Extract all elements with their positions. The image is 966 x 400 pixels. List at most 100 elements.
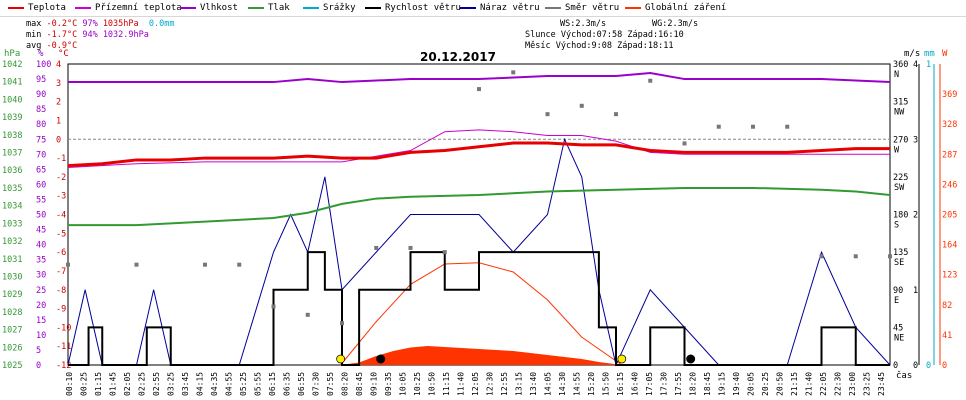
- tick-label-temperature: -6: [56, 248, 66, 258]
- tick-label-temperature: -2: [56, 173, 66, 183]
- x-tick-label: 15:20: [587, 372, 596, 396]
- wind-direction-point: [545, 112, 550, 117]
- series-temperature: [67, 141, 890, 168]
- tick-label-direction: 270: [893, 135, 908, 145]
- x-tick-label: 14:30: [558, 372, 567, 396]
- x-tick-label: 18:45: [703, 372, 712, 396]
- legend-label: Vlhkost: [200, 3, 238, 13]
- x-tick-label: 21:40: [805, 372, 814, 396]
- tick-label-direction: 135: [893, 248, 908, 258]
- tick-label-pressure: 1035: [2, 184, 22, 194]
- tick-label-direction: 0: [893, 361, 898, 371]
- x-tick-label: 14:55: [573, 372, 582, 396]
- tick-label-wind-speed: 1: [913, 286, 918, 296]
- x-tick-label: 15:50: [602, 372, 611, 396]
- wind-direction-point: [442, 250, 447, 255]
- tick-label-pressure: 1028: [2, 308, 22, 318]
- legend-swatch: [365, 6, 381, 9]
- wind-direction-point: [340, 321, 344, 326]
- tick-label-temperature: -7: [56, 267, 66, 277]
- x-tick-label: 05:25: [239, 372, 248, 396]
- tick-label-temperature: -10: [56, 323, 71, 333]
- tick-label-direction: 90: [893, 286, 903, 296]
- tick-label-temperature: 4: [56, 60, 61, 70]
- x-tick-label: 10:50: [428, 372, 437, 396]
- x-tick-label: 01:15: [94, 372, 103, 396]
- tick-label-humidity: 20: [36, 301, 46, 311]
- tick-label-humidity: 5: [36, 346, 41, 356]
- series-humidity: [68, 72, 891, 84]
- stats-min-temp: -1.7°C: [46, 30, 78, 40]
- tick-label-humidity: 50: [36, 211, 46, 221]
- legend-swatch: [75, 6, 91, 9]
- tick-label-pressure: 1027: [2, 326, 22, 336]
- legend-item-temperature[interactable]: Teplota: [8, 2, 66, 14]
- wind-direction-point: [648, 78, 653, 83]
- tick-label-temperature: 1: [56, 116, 61, 126]
- tick-label-direction-name: SW: [894, 183, 905, 193]
- wind-direction-point: [408, 245, 413, 250]
- wind-direction-point: [716, 124, 721, 129]
- legend-swatch: [303, 6, 319, 9]
- legend-item-wind-direction[interactable]: Směr větru: [545, 2, 619, 14]
- moon-rise: Východ:9:08: [555, 41, 613, 51]
- tick-label-temperature: -4: [56, 211, 66, 221]
- wind-direction-point: [579, 103, 584, 108]
- stats-min: min -1.7°C 94% 1032.9hPa: [26, 30, 149, 41]
- x-tick-label: 04:55: [225, 372, 234, 396]
- legend-label: Náraz větru: [480, 3, 540, 13]
- tick-label-pressure: 1039: [2, 113, 22, 123]
- stats-max: max -0.2°C 97% 1035hPa 0.0mm: [26, 19, 174, 30]
- wind-direction-point: [614, 112, 618, 117]
- tick-label-temperature: 2: [56, 98, 61, 108]
- x-tick-label: 21:15: [790, 372, 799, 396]
- tick-label-wind-speed: 2: [913, 211, 918, 221]
- legend-item-rain[interactable]: Srážky: [303, 2, 356, 14]
- x-tick-label: 20:25: [761, 372, 770, 396]
- x-tick-label: 01:45: [109, 372, 118, 396]
- x-tick-label: 17:30: [660, 372, 669, 396]
- tick-label-humidity: 40: [36, 241, 46, 251]
- tick-label-temperature: -9: [56, 305, 66, 315]
- tick-label-humidity: 85: [36, 105, 46, 115]
- tick-label-wind-speed: 3: [913, 135, 918, 145]
- legend-item-ground-temperature[interactable]: Přízemní teplota: [75, 2, 182, 14]
- tick-label-direction-name: E: [894, 296, 899, 306]
- tick-label-radiation: 82: [942, 301, 952, 311]
- x-tick-label: 02:25: [138, 372, 147, 396]
- x-tick-label: 23:00: [848, 372, 857, 396]
- x-tick-label: 11:15: [442, 372, 451, 396]
- tick-label-pressure: 1025: [2, 361, 22, 371]
- moon-label: Měsíc: [525, 41, 551, 51]
- legend-label: Srážky: [323, 3, 356, 13]
- sun-label: Slunce: [525, 30, 556, 40]
- x-tick-label: 04:15: [196, 372, 205, 396]
- legend-item-pressure[interactable]: Tlak: [248, 2, 290, 14]
- tick-label-radiation: 246: [942, 180, 957, 190]
- tick-label-direction: 315: [893, 98, 908, 108]
- wind-direction-point: [682, 141, 687, 146]
- legend-item-radiation[interactable]: Globální záření: [625, 2, 726, 14]
- tick-label-humidity: 80: [36, 120, 46, 130]
- tick-label-humidity: 70: [36, 150, 46, 160]
- legend-item-humidity[interactable]: Vlhkost: [180, 2, 238, 14]
- x-tick-label: 07:30: [312, 372, 321, 396]
- sunset-marker: [617, 354, 627, 364]
- legend-item-wind-speed[interactable]: Rychlost větru: [365, 2, 461, 14]
- tick-label-radiation: 0: [942, 361, 947, 371]
- wind-direction-point: [237, 262, 242, 267]
- legend-item-wind-gust[interactable]: Náraz větru: [460, 2, 540, 14]
- legend-swatch: [625, 6, 641, 9]
- wind-direction-point: [477, 87, 481, 92]
- x-tick-label: 12:05: [471, 372, 480, 396]
- x-tick-label: 02:05: [123, 372, 132, 396]
- x-tick-label: 12:30: [486, 372, 495, 396]
- x-tick-label: 12:55: [500, 372, 509, 396]
- wind-direction-point: [819, 254, 824, 259]
- tick-label-humidity: 65: [36, 165, 46, 175]
- x-tick-label: 09:10: [370, 372, 379, 396]
- tick-label-temperature: -11: [56, 342, 71, 352]
- x-tick-label: 22:30: [834, 372, 843, 396]
- tick-label-pressure: 1038: [2, 131, 22, 141]
